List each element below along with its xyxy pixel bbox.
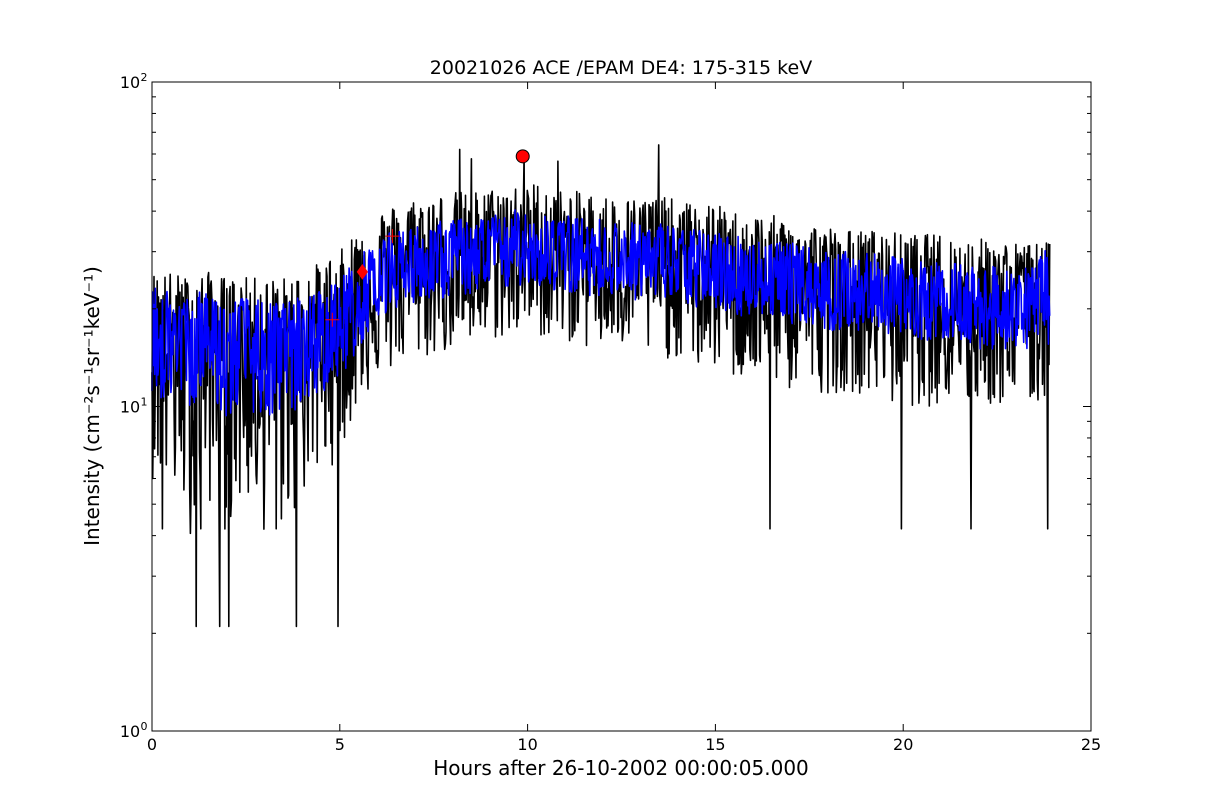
chart-title: 20021026 ACE /EPAM DE4: 175-315 keV (430, 57, 812, 79)
x-tick-label: 0 (147, 735, 157, 754)
y-tick-exponent: 0 (141, 720, 148, 733)
x-tick-label: 25 (1081, 735, 1101, 754)
y-tick-exponent: 2 (141, 71, 148, 84)
series-line-smoothed (151, 209, 1051, 417)
x-tick-label: 5 (335, 735, 345, 754)
y-tick-label: 10 (120, 73, 140, 92)
marker-diamond (356, 263, 368, 280)
x-axis-label: Hours after 26-10-2002 00:00:05.000 (433, 756, 809, 780)
y-tick-label: 10 (120, 722, 140, 741)
marker-circle (515, 149, 530, 164)
marker-plus (385, 229, 400, 244)
y-axis-label: Intensity (cm⁻²s⁻¹sr⁻¹keV⁻¹) (80, 266, 104, 546)
y-tick-exponent: 1 (141, 396, 148, 409)
series-line-raw (151, 144, 1051, 628)
x-tick-label: 20 (893, 735, 913, 754)
x-tick-label: 15 (705, 735, 725, 754)
series-layer (151, 144, 1051, 628)
y-tick-label: 10 (120, 398, 140, 417)
marker-layer (325, 149, 530, 327)
x-tick-label: 10 (517, 735, 537, 754)
marker-plus (325, 312, 340, 327)
